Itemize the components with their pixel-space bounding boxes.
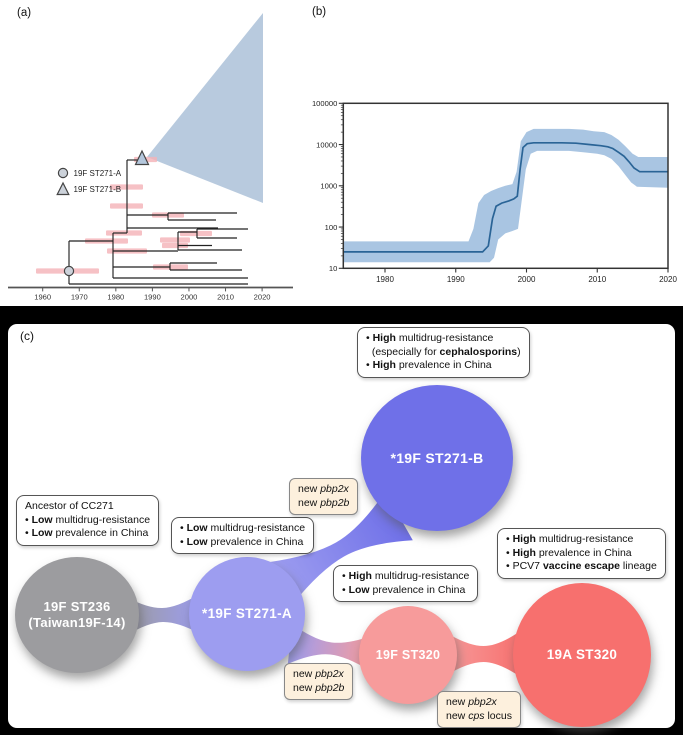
annotation-line: • High multidrug-resistance [506, 533, 634, 545]
panel-a-label: (a) [17, 7, 32, 19]
node-age-hpd-bar-6 [160, 237, 190, 243]
time-axis-tick-label: 1980 [107, 293, 124, 302]
time-axis-tick-label: 1990 [144, 293, 161, 302]
x-tick-label: 2010 [588, 275, 606, 284]
annotation-line: new pbp2b [293, 681, 345, 694]
legend-label: 19F ST271-A [74, 169, 122, 178]
annotation-line: new pbp2x [298, 483, 349, 495]
x-tick-label: 1980 [376, 275, 394, 284]
strain-node-label: *19F ST271-A [202, 605, 292, 621]
annotation-box-st320a-note: • High multidrug-resistance • High preval… [497, 528, 666, 579]
annotation-line: • High multidrug-resistance [366, 332, 494, 344]
y-tick-label: 10 [329, 264, 337, 273]
node-marker-triangle [134, 149, 150, 166]
annotation-box-st271b-note: • High multidrug-resistance (especially … [357, 327, 530, 378]
legend-circle-icon [57, 167, 69, 179]
annotation-box-st271a-note: • Low multidrug-resistance • Low prevalen… [171, 517, 315, 555]
annotation-line: • PCV7 vaccine escape lineage [506, 560, 657, 573]
annotation-line: • Low multidrug-resistance [180, 522, 306, 534]
time-axis-tick-label: 1960 [34, 293, 51, 302]
strain-node-st320a: 19A ST320 [513, 583, 651, 727]
strain-node-st236: 19F ST236 (Taiwan19F-14) [15, 557, 139, 673]
annotation-line: Ancestor of CC271 [25, 500, 114, 512]
annotation-box-mutation-2: new pbp2x new pbp2b [284, 663, 354, 701]
strain-node-label: *19F ST271-B [390, 449, 484, 466]
y-tick-label: 1000 [320, 182, 337, 191]
strain-node-st271a: *19F ST271-A [189, 557, 305, 671]
panel-c-label: (c) [20, 329, 34, 343]
time-axis-tick-label: 2010 [217, 293, 234, 302]
strain-node-st271b: *19F ST271-B [361, 385, 513, 531]
annotation-box-ancestor-note: Ancestor of CC271 • Low multidrug-resista… [16, 495, 160, 546]
legend-label: 19F ST271-B [74, 185, 122, 194]
annotation-box-mutation-3: new pbp2x new cps locus [437, 691, 521, 729]
time-axis-tick-label: 1970 [71, 293, 88, 302]
panel-b-label: (b) [312, 6, 327, 18]
y-tick-label: 100000 [312, 99, 337, 108]
annotation-line: • High prevalence in China [506, 546, 632, 559]
y-tick-label: 10000 [316, 140, 337, 149]
node-marker-circle [63, 265, 75, 277]
x-tick-label: 2020 [659, 275, 677, 284]
annotation-line: • Low multidrug-resistance [25, 513, 151, 526]
annotation-line: • High prevalence in China [366, 359, 492, 372]
median-population-line [343, 141, 668, 253]
hpd-band [343, 128, 668, 263]
annotation-line: new pbp2b [298, 496, 350, 509]
annotation-line: new cps locus [446, 709, 512, 722]
strain-node-label: 19F ST236 (Taiwan19F-14) [28, 599, 126, 630]
strain-node-label: 19F ST320 [375, 647, 441, 662]
legend-triangle-icon [56, 181, 70, 196]
phylogeny-and-skyline-plot: 1960 1970 1980 1990 2000 2010 2020 19F ST271-A 1… [8, 13, 677, 302]
clonal-expansion-wedge [147, 13, 263, 203]
annotation-box-mutation-1: new pbp2x new pbp2b [289, 478, 359, 516]
annotation-line: new pbp2x [293, 668, 344, 680]
strain-node-st320f: 19F ST320 [359, 606, 457, 704]
annotation-line: • Low prevalence in China [180, 535, 304, 548]
node-age-hpd-bar-7 [162, 242, 188, 249]
x-tick-label: 1990 [447, 275, 465, 284]
annotation-box-st320f-note: • High multidrug-resistance • Low prevale… [333, 565, 479, 603]
annotation-line: new pbp2x [446, 696, 497, 708]
annotation-line: • Low prevalence in China [25, 527, 149, 540]
y-tick-label: 100 [325, 223, 338, 232]
time-axis-tick-label: 2020 [254, 293, 271, 302]
time-axis-tick-label: 2000 [181, 293, 198, 302]
annotation-line: • Low prevalence in China [342, 583, 466, 596]
strain-node-label: 19A ST320 [546, 646, 618, 662]
annotation-line: • High multidrug-resistance [342, 570, 470, 582]
x-tick-label: 2000 [518, 275, 536, 284]
annotation-line: (especially for cephalosporins) [366, 345, 521, 358]
